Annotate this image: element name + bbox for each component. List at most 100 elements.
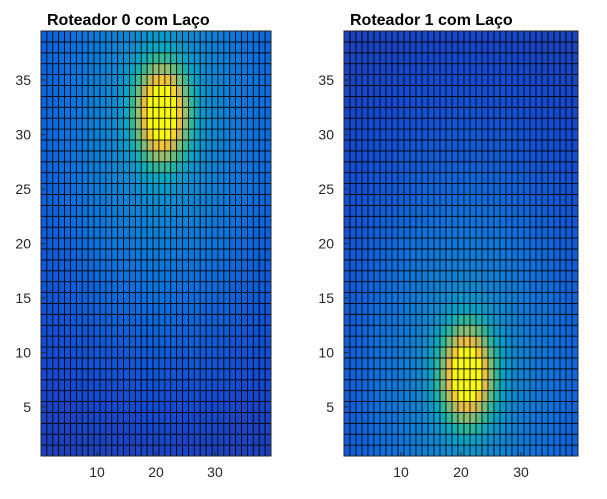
heatmap-cell	[146, 30, 154, 43]
heatmap-cell	[457, 401, 465, 413]
heatmap-cell	[188, 281, 195, 293]
heatmap-cell	[529, 172, 537, 184]
heatmap-cell	[93, 52, 101, 65]
heatmap-cell	[349, 324, 357, 337]
heatmap-cell	[123, 85, 130, 97]
heatmap-cell	[391, 433, 399, 446]
heatmap-cell	[391, 368, 399, 381]
heatmap-cell	[158, 401, 166, 413]
heatmap-cell	[99, 172, 107, 184]
heatmap-cell	[355, 150, 363, 163]
heatmap-cell	[463, 390, 471, 402]
heatmap-cell	[505, 390, 513, 402]
heatmap-cell	[463, 63, 471, 75]
heatmap-cell	[264, 379, 272, 392]
heatmap-cell	[211, 281, 219, 293]
heatmap-cell	[421, 172, 429, 184]
heatmap-cell	[403, 183, 411, 195]
heatmap-cell	[188, 194, 195, 206]
heatmap-cell	[379, 313, 387, 326]
heatmap-cell	[379, 150, 387, 163]
heatmap-cell	[541, 52, 549, 65]
heatmap-cell	[129, 150, 136, 163]
heatmap-cell	[403, 95, 411, 108]
heatmap-cell	[373, 346, 381, 359]
heatmap-cell	[385, 215, 393, 228]
heatmap-cell	[487, 41, 495, 54]
heatmap-cell	[152, 346, 160, 359]
heatmap-cell	[40, 422, 48, 435]
heatmap-cell	[229, 433, 237, 446]
heatmap-cell	[373, 95, 381, 108]
heatmap-cell	[469, 444, 477, 457]
heatmap-cell	[403, 281, 411, 293]
heatmap-cell	[223, 324, 231, 337]
heatmap-cell	[105, 313, 113, 326]
heatmap-cell	[445, 379, 453, 392]
heatmap-cell	[403, 237, 411, 250]
heatmap-cell	[415, 172, 423, 184]
heatmap-cell	[205, 172, 213, 184]
heatmap-cell	[427, 226, 435, 239]
heatmap-cell	[176, 52, 183, 65]
heatmap-cell	[223, 226, 231, 239]
heatmap-cell	[70, 150, 77, 163]
heatmap-cell	[252, 259, 260, 272]
heatmap-cell	[252, 139, 260, 152]
heatmap-cell	[99, 248, 107, 261]
heatmap-cell	[64, 139, 71, 152]
heatmap-cell	[64, 41, 71, 54]
heatmap-cell	[373, 390, 381, 402]
heatmap-cell	[182, 433, 189, 446]
heatmap-cell	[421, 139, 429, 152]
heatmap-cell	[235, 30, 242, 43]
heatmap-cell	[349, 128, 357, 141]
heatmap-cell	[252, 379, 260, 392]
heatmap-cell	[129, 270, 136, 283]
heatmap-cell	[547, 346, 555, 359]
heatmap-cell	[433, 41, 441, 54]
heatmap-cell	[463, 237, 471, 250]
heatmap-cell	[373, 41, 381, 54]
heatmap-cell	[511, 215, 519, 228]
heatmap-cell	[247, 183, 254, 195]
heatmap-cell	[421, 248, 429, 261]
heatmap-cell	[117, 106, 124, 119]
heatmap-cell	[64, 379, 71, 392]
heatmap-cell	[158, 412, 166, 424]
heatmap-cell	[379, 422, 387, 435]
heatmap-cell	[117, 292, 124, 304]
y-tick-label: 30	[318, 127, 334, 143]
heatmap-cell	[93, 346, 101, 359]
heatmap-cell	[46, 128, 54, 141]
heatmap-cell	[99, 85, 107, 97]
heatmap-cell	[152, 390, 160, 402]
heatmap-cell	[367, 128, 375, 141]
heatmap-cell	[99, 368, 107, 381]
heatmap-cell	[421, 95, 429, 108]
heatmap-cell	[164, 194, 172, 206]
heatmap-cell	[40, 106, 48, 119]
heatmap-cell	[58, 52, 65, 65]
heatmap-cell	[511, 401, 519, 413]
heatmap-cell	[445, 444, 453, 457]
heatmap-cell	[205, 95, 213, 108]
heatmap-cell	[529, 63, 537, 75]
heatmap-cell	[373, 183, 381, 195]
heatmap-cell	[241, 401, 248, 413]
heatmap-cell	[129, 368, 136, 381]
heatmap-cell	[565, 379, 573, 392]
heatmap-cell	[571, 401, 579, 413]
y-tick-label: 35	[15, 72, 31, 88]
heatmap-cell	[385, 161, 393, 174]
x-tick-label: 10	[89, 464, 105, 480]
heatmap-cell	[170, 215, 178, 228]
heatmap-cell	[349, 444, 357, 457]
heatmap-cell	[481, 172, 489, 184]
heatmap-cell	[176, 226, 183, 239]
heatmap-cell	[403, 313, 411, 326]
heatmap-cell	[439, 30, 447, 43]
heatmap-cell	[211, 270, 219, 283]
heatmap-cell	[571, 85, 579, 97]
